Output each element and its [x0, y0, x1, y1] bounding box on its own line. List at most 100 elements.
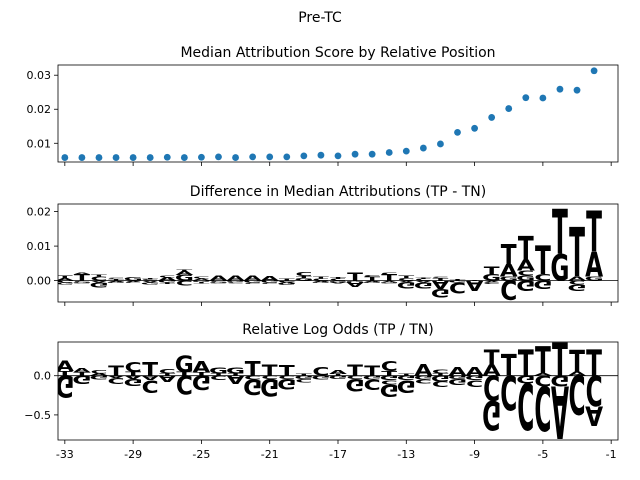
logo-letter-G: G	[55, 368, 74, 403]
logo-letter-A: A	[568, 371, 586, 377]
y-tick-label: 0.01	[27, 137, 52, 150]
logo-letter-A: A	[107, 375, 125, 379]
logo-letter-A: A	[124, 375, 142, 380]
logo-letter-G: G	[482, 391, 501, 437]
logo-letter-T: T	[433, 373, 450, 377]
plot-area	[61, 67, 598, 161]
logo-letter-T: T	[313, 276, 330, 279]
logo-letter-T: T	[552, 335, 568, 387]
logo-letter-A: A	[261, 275, 280, 282]
logo-letter-T: T	[535, 238, 551, 284]
logo-letter-A: A	[124, 280, 142, 282]
logo-letter-A: A	[517, 257, 535, 274]
logo-letter-A: A	[141, 374, 160, 382]
logo-letter-A: A	[500, 261, 518, 281]
data-point	[112, 154, 120, 161]
logo-letter-T: T	[245, 359, 261, 382]
logo-letter-T: T	[552, 198, 568, 269]
logo-letter-A: A	[209, 275, 228, 283]
x-tick-label: -33	[56, 448, 74, 461]
logo-letter-A: A	[227, 275, 246, 283]
data-point	[385, 149, 393, 156]
logo-letter-C: C	[90, 275, 107, 282]
x-tick-label: -21	[261, 448, 279, 461]
logo-letter-G: G	[226, 367, 245, 376]
y-tick-label: 0.02	[27, 103, 52, 116]
logo-letter-A: A	[585, 400, 604, 431]
logo-letter-T: T	[279, 363, 295, 380]
logo-letter-A: A	[158, 277, 176, 282]
logo-letter-G: G	[346, 280, 365, 282]
logo-letter-T: T	[108, 279, 125, 281]
data-point	[522, 94, 530, 102]
logo-letter-G: G	[89, 280, 108, 288]
logo-letter-C: C	[517, 368, 534, 442]
logo-letter-G: G	[277, 375, 296, 392]
logo-letter-G: G	[175, 274, 194, 283]
y-tick-label: 0.01	[27, 240, 52, 253]
logo-letter-G: G	[431, 286, 450, 299]
logo-letter-G: G	[397, 374, 416, 382]
logo-letter-G: G	[516, 277, 535, 294]
logo-letter-C: C	[125, 361, 142, 375]
data-point	[573, 86, 581, 94]
logo-letter-C: C	[261, 375, 278, 380]
data-point	[266, 153, 274, 161]
logo-letter-C: C	[73, 280, 90, 282]
x-tick-label: -9	[469, 448, 480, 461]
logo-letter-T: T	[381, 370, 397, 378]
logo-letter-C: C	[193, 276, 210, 279]
logo-letter-C: C	[90, 369, 107, 374]
logo-letter-G: G	[260, 280, 279, 283]
logo-letter-A: A	[192, 278, 210, 281]
logo-letter-A: A	[466, 365, 485, 378]
logo-letter-A: A	[363, 280, 381, 282]
scatter-panel: Median Attribution Score by Relative Pos…	[27, 45, 619, 166]
logo-letter-G: G	[294, 375, 313, 380]
logo-letter-A: A	[397, 280, 415, 282]
logo-letter-T: T	[125, 371, 142, 377]
logo-letter-G: G	[72, 282, 91, 284]
logo-letter-C: C	[295, 378, 312, 383]
data-point	[317, 151, 325, 159]
data-point	[163, 153, 171, 161]
x-tick-label: -13	[397, 448, 415, 461]
logo-letter-G: G	[328, 280, 347, 282]
data-point	[419, 144, 427, 152]
logo-letter-T: T	[484, 265, 501, 277]
logo-letter-T: T	[364, 276, 381, 282]
logo-letter-C: C	[568, 363, 585, 427]
logo-letter-C: C	[244, 374, 261, 380]
logo-letter-T: T	[518, 344, 534, 385]
logo-letter-G: G	[465, 374, 484, 382]
x-tick-label: -1	[606, 448, 617, 461]
logo-letter-G: G	[243, 374, 262, 399]
log-odds-title: Relative Log Odds (TP / TN)	[242, 322, 433, 338]
logo-letter-T: T	[364, 365, 380, 379]
data-point	[61, 154, 69, 161]
logo-letter-T: T	[501, 239, 517, 272]
logo-letter-G: G	[311, 281, 330, 283]
logo-letter-T: T	[296, 275, 313, 278]
logo-letter-G: G	[448, 375, 467, 380]
data-point	[129, 154, 137, 161]
logo-letter-T: T	[228, 373, 245, 377]
logo-letter-G: G	[533, 277, 552, 290]
logo-letter-C: C	[159, 368, 176, 376]
logo-letter-G: G	[499, 275, 518, 282]
data-point	[454, 128, 461, 136]
logo-letter-C: C	[483, 281, 500, 284]
logo-letter-T: T	[142, 278, 159, 280]
logo-letter-A: A	[158, 373, 177, 383]
logo-letter-G: G	[72, 373, 91, 386]
logo-letter-G: G	[158, 280, 177, 283]
data-point	[402, 147, 410, 155]
logo-letter-C: C	[398, 277, 415, 281]
logo-letter-T: T	[193, 282, 210, 284]
logo-letter-G: G	[482, 273, 501, 283]
logo-letter-C: C	[244, 282, 261, 284]
axes-frame	[57, 64, 619, 163]
data-point	[283, 153, 291, 161]
data-point	[95, 154, 103, 161]
data-point	[198, 153, 205, 161]
